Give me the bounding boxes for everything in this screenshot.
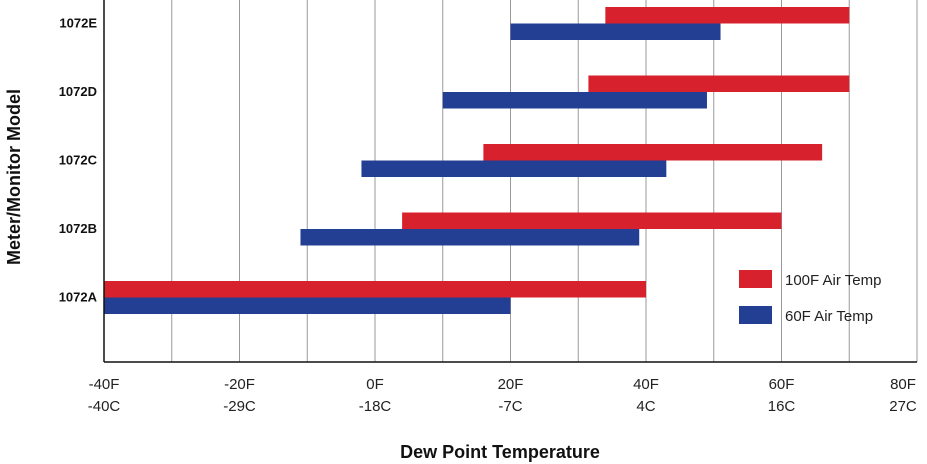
- x-tick-label-f: -20F: [224, 376, 255, 393]
- bar-60f: [104, 297, 511, 314]
- x-tick-labels: -40F -40C -20F -29C 0F -18C 20F -7C 40F 4C 60F 16C 8…: [88, 376, 917, 415]
- legend-swatch-100f: [739, 270, 772, 288]
- x-tick-label-c: 16C: [768, 398, 796, 415]
- x-tick-label-f: 20F: [498, 376, 524, 393]
- x-tick-label-f: 60F: [769, 376, 795, 393]
- bar-60f: [361, 160, 667, 177]
- x-tick-label-f: -40F: [89, 376, 120, 393]
- x-tick-label-f: 80F: [890, 376, 916, 393]
- x-tick-label-f: 40F: [633, 376, 659, 393]
- legend-label-60f: 60F Air Temp: [785, 308, 873, 325]
- x-tick-label-c: -7C: [498, 398, 522, 415]
- category-label: 1072A: [59, 290, 98, 305]
- legend-label-100f: 100F Air Temp: [785, 272, 881, 289]
- category-label: 1072B: [59, 221, 97, 236]
- category-label: 1072C: [59, 153, 98, 168]
- legend-swatch-60f: [739, 306, 772, 324]
- axes: [103, 0, 917, 363]
- x-tick-label-c: -40C: [88, 398, 121, 415]
- x-tick-label-c: 4C: [636, 398, 655, 415]
- x-tick-label-c: -29C: [223, 398, 256, 415]
- bar-100f: [483, 144, 823, 161]
- legend: 100F Air Temp 60F Air Temp: [739, 270, 881, 325]
- category-label: 1072D: [59, 84, 97, 99]
- bar-100f: [402, 212, 782, 229]
- x-tick-label-f: 0F: [366, 376, 384, 393]
- bar-60f: [300, 229, 640, 246]
- bar-100f: [605, 7, 850, 24]
- bar-100f: [104, 281, 646, 298]
- y-axis-title: Meter/Monitor Model: [4, 89, 24, 265]
- bar-60f: [510, 23, 721, 40]
- x-axis-title: Dew Point Temperature: [400, 442, 600, 462]
- x-tick-label-c: -18C: [359, 398, 392, 415]
- bar-100f: [588, 75, 850, 92]
- range-bars: [104, 7, 850, 314]
- y-category-labels: 1072E 1072D 1072C 1072B 1072A: [59, 16, 98, 305]
- bar-60f: [442, 92, 707, 109]
- gridlines: [171, 0, 918, 362]
- x-tick-label-c: 27C: [889, 398, 917, 415]
- category-label: 1072E: [59, 16, 97, 31]
